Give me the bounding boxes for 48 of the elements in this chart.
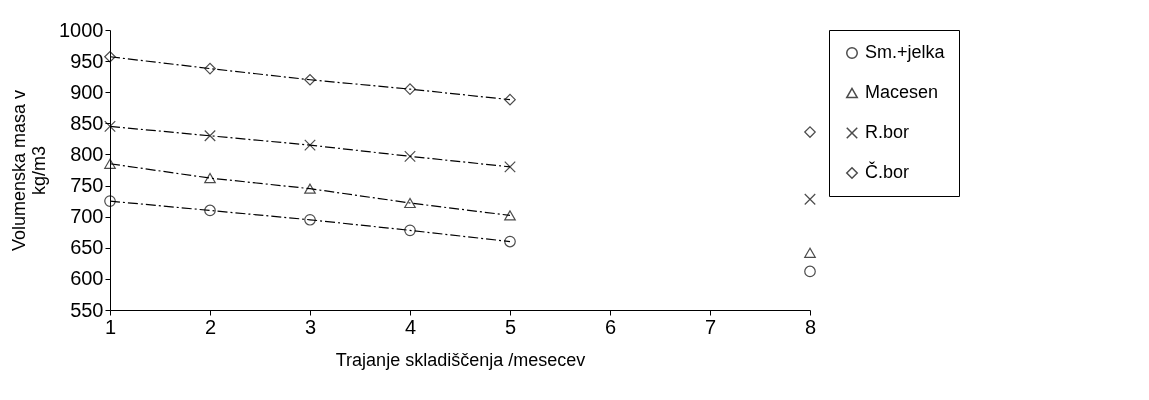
x-tick-label: 6 <box>604 315 617 338</box>
point <box>104 195 116 207</box>
point <box>504 161 516 173</box>
x-axis-title: Trajanje skladiščenja /mesecev <box>335 349 586 370</box>
point <box>404 197 416 209</box>
x-tick-label: 8 <box>804 315 817 338</box>
point <box>804 193 816 206</box>
legend-label: Sm.+jelka <box>865 42 946 62</box>
x-tick-label: 7 <box>704 315 717 338</box>
y-tick-label: 900 <box>70 80 104 103</box>
point <box>204 129 216 142</box>
point <box>504 235 516 248</box>
point <box>404 150 416 163</box>
legend-label: R.bor <box>865 122 910 142</box>
point <box>304 73 316 86</box>
y-tick-label: 550 <box>70 298 104 321</box>
x-tick-label: 1 <box>104 315 117 338</box>
y-axis-title: Volumenska masa v kg/m3 <box>9 89 50 252</box>
point <box>204 172 216 184</box>
point <box>804 126 816 138</box>
legend-label: Č.bor <box>865 161 910 182</box>
y-tick-label: 950 <box>70 49 104 72</box>
y-tick-label: 800 <box>70 142 104 165</box>
point <box>304 183 316 194</box>
point <box>504 210 516 221</box>
point <box>404 83 416 95</box>
x-tick-label: 2 <box>204 315 217 338</box>
point <box>104 158 116 169</box>
x-tick-label: 3 <box>304 315 317 338</box>
point <box>804 247 816 258</box>
y-tick-label: 850 <box>70 111 104 134</box>
y-tick-label: 600 <box>70 267 104 290</box>
point <box>304 213 316 226</box>
point <box>204 204 216 217</box>
point <box>804 265 816 278</box>
point <box>404 224 416 237</box>
point <box>104 120 116 133</box>
y-tick-label: 1000 <box>59 18 104 41</box>
x-tick-label: 4 <box>404 315 417 338</box>
x-tick-label: 5 <box>504 315 517 338</box>
y-tick-label: 650 <box>70 236 104 259</box>
point <box>304 139 316 151</box>
y-tick-label: 700 <box>70 205 104 228</box>
point <box>204 62 216 75</box>
legend-label: Macesen <box>865 82 939 102</box>
y-tick-label: 750 <box>70 174 104 197</box>
point <box>104 50 116 63</box>
point <box>504 93 516 106</box>
